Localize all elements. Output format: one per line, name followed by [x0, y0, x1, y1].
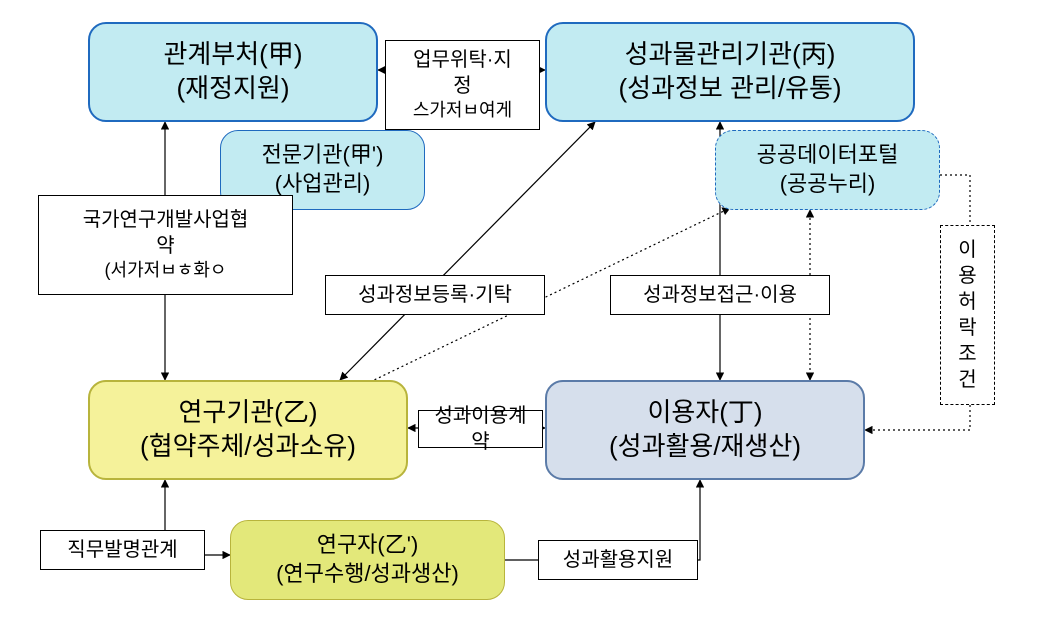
node-gov: 관계부처(甲) (재정지원)	[88, 22, 378, 122]
label-register: 성과정보등록·기탁	[325, 275, 545, 315]
label-license-cond-line6: 건	[958, 367, 976, 393]
label-delegate: 업무위탁·지 정 스가저ㅂ여게	[385, 40, 540, 130]
node-user: 이용자(丁) (성과활용/재생산)	[545, 380, 865, 480]
diagram-canvas: 관계부처(甲) (재정지원) 성과물관리기관(丙) (성과정보 관리/유통) 전…	[0, 0, 1037, 641]
node-mgmt: 성과물관리기관(丙) (성과정보 관리/유통)	[545, 22, 915, 122]
label-license-cond-line4: 락	[958, 315, 976, 341]
label-national-rd-line2: 약	[156, 233, 174, 259]
label-delegate-line2: 정	[453, 73, 471, 99]
node-portal-line1: 공공데이터포털	[757, 141, 899, 170]
node-mgmt-line1: 성과물관리기관(丙)	[625, 38, 836, 72]
label-invention-text: 직무발명관계	[67, 537, 177, 563]
label-delegate-line3: 스가저ㅂ여게	[413, 99, 512, 122]
label-license-cond-line1: 이	[958, 237, 976, 263]
label-register-text: 성과정보등록·기탁	[358, 282, 512, 308]
label-use-support: 성과활용지원	[538, 540, 698, 580]
node-user-line2: (성과활용/재생산)	[609, 430, 801, 464]
node-portal-line2: (공공누리)	[780, 170, 876, 199]
label-license-cond-line3: 허	[958, 289, 976, 315]
label-access-text: 성과정보접근·이용	[643, 282, 797, 308]
label-use-contract-text: 성과이용계약	[427, 403, 534, 455]
label-invention: 직무발명관계	[40, 530, 205, 570]
label-license-cond: 이 용 허 락 조 건	[940, 225, 995, 405]
node-researcher-line1: 연구자(乙')	[317, 531, 419, 560]
node-portal: 공공데이터포털 (공공누리)	[715, 130, 940, 210]
label-license-cond-line5: 조	[958, 341, 976, 367]
label-license-cond-line2: 용	[958, 263, 976, 289]
node-mgmt-line2: (성과정보 관리/유통)	[618, 72, 841, 106]
label-national-rd-line1: 국가연구개발사업협	[83, 207, 249, 233]
node-research-org-line1: 연구기관(乙)	[179, 396, 318, 430]
node-user-line1: 이용자(丁)	[647, 396, 762, 430]
node-researcher: 연구자(乙') (연구수행/성과생산)	[230, 520, 505, 600]
node-research-org: 연구기관(乙) (협약주체/성과소유)	[88, 380, 408, 480]
node-gov-line2: (재정지원)	[177, 72, 290, 106]
node-expert-line1: 전문기관(甲')	[262, 141, 384, 170]
label-national-rd-line3: (서가저ㅂㅎ화ㅇ	[105, 259, 227, 282]
label-use-contract: 성과이용계약	[418, 410, 543, 448]
label-access: 성과정보접근·이용	[610, 275, 830, 315]
label-use-support-text: 성과활용지원	[563, 547, 673, 573]
node-gov-line1: 관계부처(甲)	[164, 38, 303, 72]
label-delegate-line1: 업무위탁·지	[413, 47, 512, 73]
label-national-rd: 국가연구개발사업협 약 (서가저ㅂㅎ화ㅇ	[38, 195, 293, 295]
node-research-org-line2: (협약주체/성과소유)	[140, 430, 356, 464]
node-researcher-line2: (연구수행/성과생산)	[276, 560, 459, 589]
